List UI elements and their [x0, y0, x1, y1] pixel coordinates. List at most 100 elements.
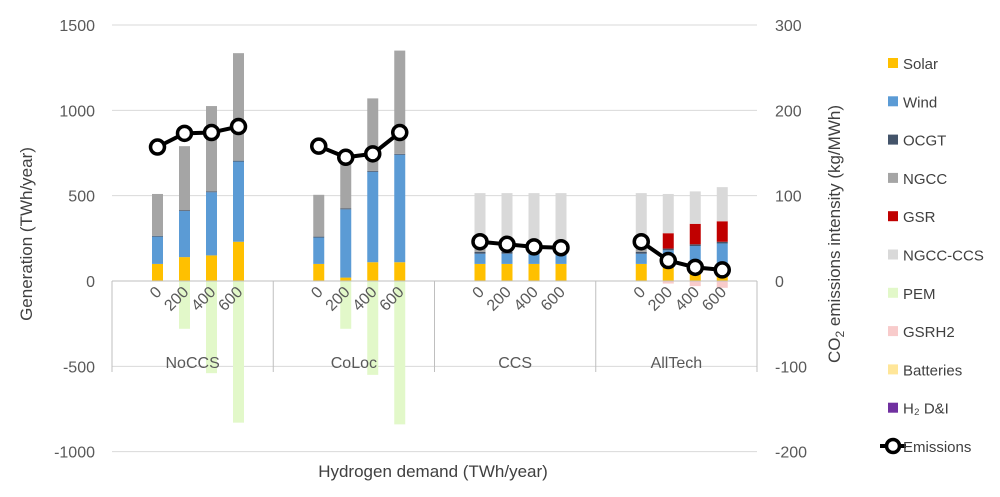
bar-segment-ocgt [179, 210, 190, 212]
category-label: 0 [147, 284, 165, 302]
y2-tick-label: 100 [775, 189, 802, 206]
legend-swatch-gsrh2 [888, 326, 898, 337]
group-label: AllTech [651, 355, 703, 372]
bar-segment-gsr [689, 223, 701, 245]
bar-segment-wind [689, 246, 701, 266]
legend-label-ocgt: OCGT [903, 133, 946, 150]
bar-segment-ocgt [474, 251, 486, 254]
bar-segment-pem [206, 281, 217, 374]
legend-label-gsrh2: GSRH2 [903, 324, 955, 341]
y2-axis-title-sub: 2 [833, 330, 847, 337]
emissions-marker [471, 232, 489, 251]
y-tick-label: 1500 [59, 18, 95, 35]
y-tick-label: -500 [63, 359, 95, 376]
bar-segment-wind [206, 192, 217, 256]
category-label: 0 [470, 284, 488, 302]
bar-segment-ocgt [689, 244, 701, 247]
emissions-marker [659, 251, 677, 270]
bar-segment-solar [152, 263, 163, 281]
legend-label-ngcc-ccs: NGCC-CCS [903, 248, 984, 265]
legend-swatch-ocgt [888, 134, 898, 145]
bar-segment-wind [313, 237, 325, 264]
emissions-marker [498, 235, 516, 254]
y-tick-label: 1000 [59, 103, 95, 120]
bar-segment-wind [528, 253, 540, 264]
bar-segment-wind [233, 161, 244, 242]
emissions-line-segment [479, 239, 562, 250]
bar-segment-wind [474, 253, 486, 264]
category-label: 600 [699, 284, 730, 315]
legend-label-emissions: Emissions [903, 439, 971, 456]
legend-label-solar: Solar [903, 56, 938, 73]
group-label: NoCCS [166, 355, 220, 372]
bar-segment-ngcc-ccs [528, 193, 540, 249]
y2-tick-label: 200 [775, 103, 802, 120]
primary-y-tick-labels: -1000 -500 0 500 1000 1500 [54, 18, 95, 462]
emissions-marker [175, 124, 194, 143]
bar-segment-wind [152, 236, 163, 264]
bar-segment-gsrh2 [662, 281, 674, 284]
emissions-line-segment [156, 124, 239, 149]
bar-segment-ocgt [152, 235, 163, 237]
emissions-marker [391, 123, 409, 142]
y-tick-label: -1000 [54, 445, 95, 462]
group-label: CoLoc [331, 355, 377, 372]
category-label: 200 [645, 284, 676, 315]
category-label: 0 [308, 284, 326, 302]
legend-label-gsr: GSR [903, 209, 936, 226]
bar-segment-ngcc-ccs [474, 193, 486, 249]
negative-bars [179, 281, 728, 425]
emissions-line [148, 117, 731, 279]
bar-segment-pem [233, 281, 244, 423]
legend-label-ngcc: NGCC [903, 171, 947, 188]
legend-swatch-h-d-i [888, 402, 898, 413]
legend-swatch-wind [888, 96, 898, 107]
bar-segment-ocgt [233, 160, 244, 162]
y2-tick-label: 0 [775, 274, 784, 291]
emissions-marker [337, 148, 355, 167]
bar-segment-solar [394, 262, 406, 281]
emissions-marker [525, 238, 543, 256]
bar-segment-ngcc [233, 53, 244, 161]
emissions-marker [202, 123, 221, 142]
emissions-line-segment [640, 240, 723, 272]
bar-segment-wind [501, 253, 513, 264]
bar-segment-ngcc-ccs [555, 193, 567, 249]
bar-segment-ocgt [635, 251, 647, 254]
category-label: 400 [511, 284, 542, 315]
y2-axis-title-pre: CO [825, 337, 844, 363]
bar-segment-ngcc [206, 106, 217, 192]
emissions-marker [632, 232, 650, 251]
legend-swatch-ngcc-ccs [888, 249, 898, 260]
bar-segment-solar [340, 277, 352, 281]
bar-segment-ngcc-ccs [635, 193, 647, 249]
bar-segment-solar [313, 263, 325, 281]
legend-swatch-ngcc [888, 172, 898, 183]
legend-marker [884, 437, 902, 455]
legend-label-wind: Wind [903, 94, 937, 111]
gridlines [112, 24, 757, 453]
bar-segment-ocgt [206, 191, 217, 193]
emissions-marker [310, 137, 328, 155]
legend-swatch-batteries [888, 364, 898, 375]
bar-segment-ocgt [340, 208, 352, 210]
y2-tick-label: 300 [775, 18, 802, 35]
emissions-line-segment [317, 130, 401, 160]
category-label: 400 [672, 284, 703, 315]
legend-swatch-solar [888, 58, 898, 68]
y2-tick-label: -200 [775, 445, 807, 462]
emissions-marker [229, 117, 248, 136]
bar-segment-pem [179, 281, 190, 329]
bar-segment-solar [179, 257, 190, 281]
bar-segment-ngcc-ccs [689, 191, 701, 224]
bar-segment-gsr [662, 233, 674, 249]
bar-segment-pem [367, 281, 379, 375]
bar-segment-wind [716, 243, 728, 264]
bar-segment-ocgt [394, 153, 406, 155]
legend-swatch-pem [888, 287, 898, 298]
group-label: CCS [498, 355, 532, 372]
bar-segment-solar [662, 265, 674, 281]
x-axis-title: Hydrogen demand (TWh/year) [318, 462, 548, 481]
bar-segment-ocgt [716, 241, 728, 244]
bar-segment-ngcc [313, 194, 325, 237]
